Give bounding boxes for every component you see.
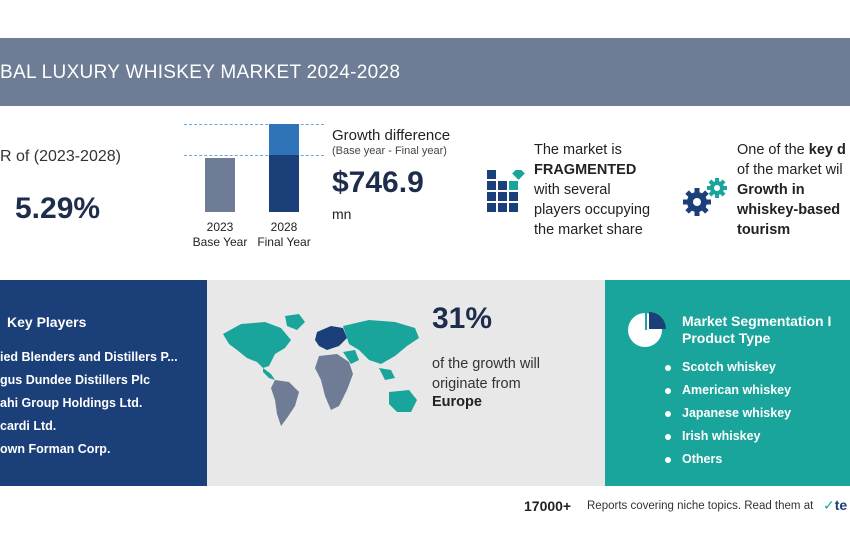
- pie-chart-icon: [628, 312, 666, 347]
- list-item: American whiskey: [663, 383, 791, 406]
- segmentation-panel: Market Segmentation I Product Type Scotc…: [605, 280, 850, 486]
- gears-icon: [683, 178, 727, 216]
- list-item: ied Blenders and Distillers P...: [0, 350, 178, 364]
- bar-2023: [205, 158, 235, 212]
- brand-logo[interactable]: ✓te: [823, 497, 847, 514]
- growth-difference-unit: mn: [332, 206, 352, 222]
- fragmented-bold: FRAGMENTED: [534, 162, 637, 178]
- list-item: ahi Group Holdings Ltd.: [0, 396, 143, 410]
- segmentation-title-line2: Product Type: [682, 330, 771, 346]
- key-driver-name2: whiskey-based: [737, 202, 841, 218]
- bar-year-2028: 2028: [270, 220, 298, 234]
- bar-year-2023: 2023: [206, 220, 234, 234]
- region-name: Europe: [432, 394, 482, 410]
- dashed-guide-mid: [184, 155, 324, 156]
- segment-label: Japanese whiskey: [682, 406, 792, 420]
- cagr-label: R of (2023-2028): [0, 148, 121, 165]
- growth-bar-chart: 2023 2028 Base Year Final Year: [180, 120, 330, 270]
- region-text-line1: of the growth will: [432, 356, 540, 372]
- growth-difference-value: $746.9: [332, 166, 424, 199]
- key-driver-name3: tourism: [737, 222, 791, 238]
- world-map-icon: [223, 314, 419, 426]
- key-driver-text: One of the key d of the market wil Growt…: [737, 140, 850, 240]
- segmentation-title-line1: Market Segmentation I: [682, 313, 832, 329]
- bullet-icon: [665, 411, 671, 417]
- list-item: own Forman Corp.: [0, 442, 111, 456]
- building-blocks-icon: [487, 170, 525, 212]
- bullet-icon: [665, 434, 671, 440]
- growth-difference-label: Growth difference: [332, 127, 451, 144]
- page-title: BAL LUXURY WHISKEY MARKET 2024-2028: [0, 62, 401, 83]
- list-item: Japanese whiskey: [663, 406, 791, 429]
- bar-label-final-year: Final Year: [257, 235, 311, 249]
- logo-tick-icon: ✓: [823, 497, 835, 513]
- key-players-list: ied Blenders and Distillers P... gus Dun…: [0, 350, 207, 465]
- list-item: gus Dundee Distillers Plc: [0, 373, 151, 387]
- bullet-icon: [665, 388, 671, 394]
- region-growth-text: of the growth will originate from: [432, 354, 592, 394]
- key-driver-bold: key d: [808, 142, 846, 158]
- key-players-panel: Key Players ied Blenders and Distillers …: [0, 280, 207, 486]
- list-item: Scotch whiskey: [663, 360, 791, 383]
- growth-difference-sublabel: (Base year - Final year): [332, 145, 447, 157]
- logo-text: te: [834, 497, 848, 513]
- segment-label: Others: [682, 452, 723, 466]
- fragmented-line3: players occupying: [534, 202, 651, 218]
- key-driver-line2: of the market wil: [737, 162, 843, 178]
- fragmented-line2: with several: [534, 182, 611, 198]
- header-bar: [0, 38, 850, 106]
- segmentation-list: Scotch whiskey American whiskey Japanese…: [663, 360, 791, 475]
- key-driver-prefix: One of the: [737, 142, 809, 158]
- key-players-title: Key Players: [7, 314, 87, 330]
- dashed-guide-top: [184, 124, 324, 125]
- bar-2028-growth: [269, 124, 299, 155]
- list-item: cardi Ltd.: [0, 419, 57, 433]
- bar-label-base-year: Base Year: [192, 235, 248, 249]
- region-text-line2: originate from: [432, 376, 521, 392]
- bullet-icon: [665, 457, 671, 463]
- stats-row: R of (2023-2028) 5.29% 2023 2028 Base Ye…: [0, 106, 850, 280]
- segment-label: American whiskey: [682, 383, 792, 397]
- footer-text: Reports covering niche topics. Read them…: [587, 500, 814, 512]
- list-item: Irish whiskey: [663, 429, 791, 452]
- region-growth-percent: 31%: [432, 302, 493, 335]
- cagr-value: 5.29%: [15, 192, 101, 225]
- key-driver-line1: One of the key d: [737, 140, 850, 160]
- key-driver-name1: Growth in: [737, 182, 805, 198]
- bar-2028-base: [269, 155, 299, 212]
- fragmented-line4: the market share: [534, 222, 643, 238]
- list-item: Others: [663, 452, 791, 475]
- fragmented-text: The market is FRAGMENTED with several pl…: [534, 140, 674, 240]
- segment-label: Irish whiskey: [682, 429, 761, 443]
- segmentation-title: Market Segmentation I Product Type: [682, 313, 850, 347]
- region-panel: 31% of the growth will originate from Eu…: [207, 280, 605, 486]
- segment-label: Scotch whiskey: [682, 360, 776, 374]
- footer-report-count: 17000+: [524, 498, 572, 514]
- fragmented-line1: The market is: [534, 142, 622, 158]
- bullet-icon: [665, 365, 671, 371]
